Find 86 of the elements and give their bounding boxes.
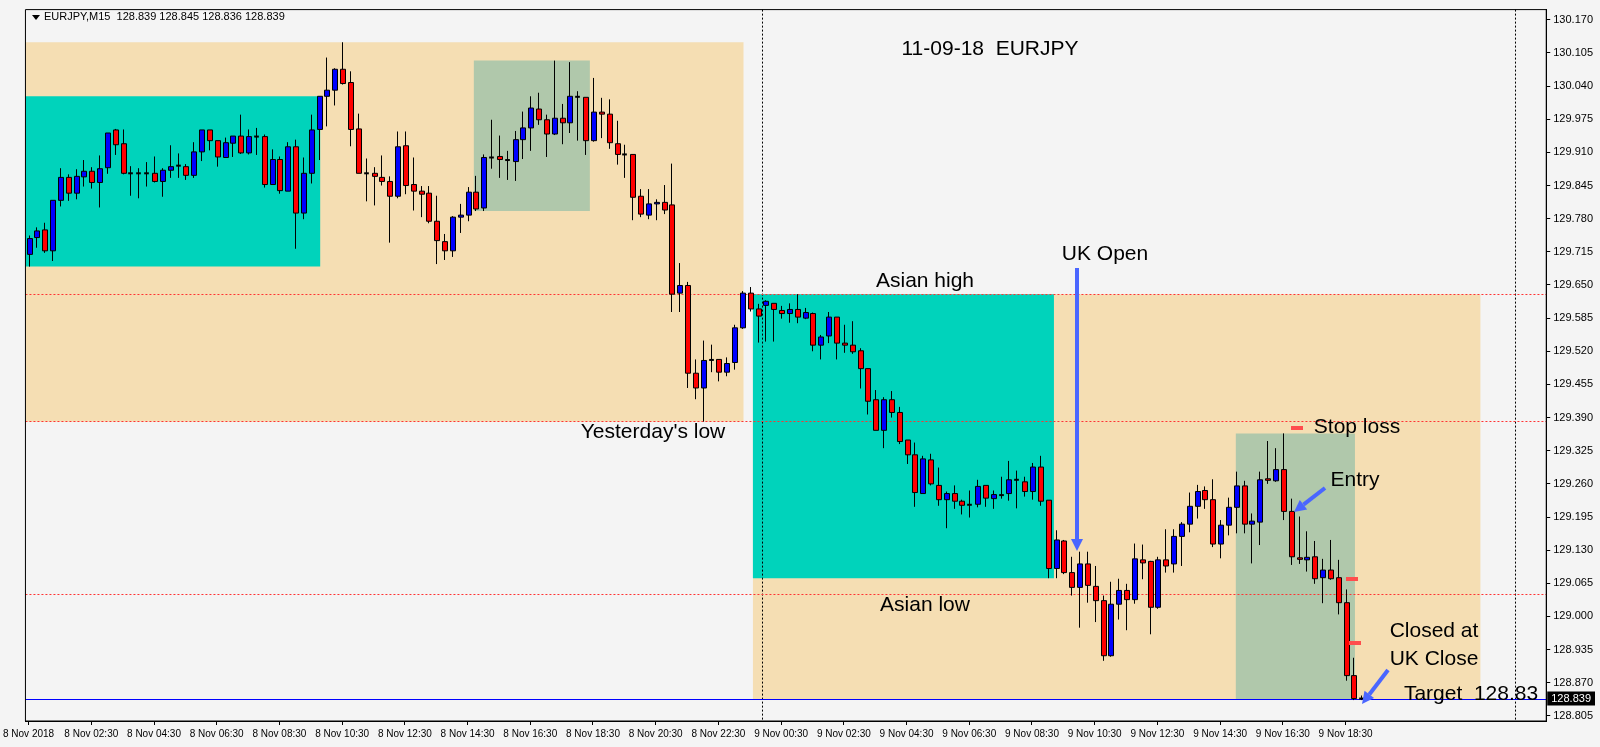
candlestick <box>356 113 362 174</box>
x-tick-label: 8 Nov 16:30 <box>503 727 558 739</box>
ref-line-label: 128.839 <box>1551 691 1591 704</box>
y-tick-label: 128.935 <box>1553 642 1593 655</box>
candlestick <box>732 324 738 371</box>
candlestick <box>1281 432 1287 521</box>
x-tick-label: 8 Nov 06:30 <box>189 727 245 739</box>
candlestick <box>544 114 550 158</box>
y-tick-label: 128.870 <box>1553 675 1593 688</box>
y-tick-label: 129.455 <box>1553 377 1593 390</box>
x-tick-label: 9 Nov 12:30 <box>1130 727 1185 739</box>
y-tick-label: 129.195 <box>1553 510 1593 523</box>
candlestick <box>1210 478 1216 548</box>
x-tick-label: 9 Nov 10:30 <box>1067 727 1123 739</box>
x-tick-label: 9 Nov 18:30 <box>1318 727 1373 739</box>
candlestick <box>1069 556 1075 597</box>
x-tick-label: 9 Nov 08:30 <box>1005 727 1060 739</box>
y-tick-label: 128.805 <box>1553 708 1593 721</box>
y-tick-label: 130.040 <box>1553 79 1593 92</box>
x-tick-label: 8 Nov 12:30 <box>377 727 433 739</box>
candlestick <box>1257 471 1263 546</box>
candlestick <box>309 114 315 184</box>
x-tick-label: 8 Nov 04:30 <box>127 727 182 739</box>
annotation: EURJPY,M15 128.839 128.845 128.836 128.839 <box>44 10 285 23</box>
y-tick-label: 129.780 <box>1553 211 1593 224</box>
y-tick-label: 129.650 <box>1553 278 1593 291</box>
annotation: UK Open <box>1061 240 1149 264</box>
x-tick-label: 9 Nov 02:30 <box>816 727 872 739</box>
y-tick-label: 129.000 <box>1553 609 1593 622</box>
x-tick-label: 8 Nov 18:30 <box>566 727 621 739</box>
candlestick <box>873 389 879 431</box>
candlestick <box>183 163 189 181</box>
y-tick-label: 129.325 <box>1553 443 1593 456</box>
y-tick-label: 129.260 <box>1553 476 1593 489</box>
y-tick-label: 129.845 <box>1553 178 1593 191</box>
x-tick-label: 8 Nov 08:30 <box>252 727 307 739</box>
x-tick-label: 9 Nov 16:30 <box>1255 727 1311 739</box>
candlestick <box>646 188 652 220</box>
candlestick <box>677 262 683 313</box>
candlestick <box>262 134 268 189</box>
candlestick <box>685 281 691 389</box>
candlestick <box>1265 440 1271 485</box>
candlestick <box>168 144 174 179</box>
candlestick <box>27 235 33 268</box>
candlestick <box>285 141 291 192</box>
x-tick-label: 9 Nov 04:30 <box>879 727 934 739</box>
candlestick <box>395 130 401 199</box>
candlestick <box>1234 471 1240 534</box>
candlestick <box>889 390 895 419</box>
x-tick-label: 8 Nov 2018 <box>3 727 55 739</box>
y-tick-label: 129.390 <box>1553 410 1593 423</box>
y-tick-label: 129.130 <box>1553 543 1593 556</box>
candlestick <box>881 396 887 449</box>
candlestick <box>97 154 103 208</box>
y-tick-label: 129.975 <box>1553 112 1593 125</box>
annotation: Asian high <box>875 267 975 291</box>
y-tick-label: 129.520 <box>1553 344 1593 357</box>
y-tick-label: 130.105 <box>1553 45 1593 58</box>
x-tick-label: 8 Nov 10:30 <box>315 727 370 739</box>
candlestick <box>1077 551 1083 629</box>
annotation: Stop loss <box>1313 413 1401 437</box>
candlestick <box>1085 551 1091 604</box>
candlestick <box>411 156 417 212</box>
y-tick-label: 129.715 <box>1553 244 1593 257</box>
y-tick-label: 129.585 <box>1553 311 1593 324</box>
x-tick-label: 9 Nov 06:30 <box>942 727 997 739</box>
x-tick-label: 8 Nov 14:30 <box>440 727 495 739</box>
annotation: Closed at UK Close <box>1389 617 1479 669</box>
candlestick <box>1022 476 1028 498</box>
y-tick-label: 129.910 <box>1553 145 1593 158</box>
text: 11-09-18 EURJPY <box>901 35 1079 59</box>
candlestick <box>724 356 730 377</box>
x-tick-label: 8 Nov 02:30 <box>64 727 119 739</box>
annotation: Target 128.83 <box>1403 680 1539 704</box>
candlestick <box>191 141 197 179</box>
annotation: Entry <box>1330 466 1381 490</box>
x-tick-label: 9 Nov 00:30 <box>754 727 809 739</box>
y-tick-label: 130.170 <box>1553 12 1593 25</box>
x-tick-label: 9 Nov 14:30 <box>1193 727 1248 739</box>
candlestick <box>348 70 354 147</box>
x-tick-label: 8 Nov 22:30 <box>691 727 746 739</box>
x-tick-label: 8 Nov 20:30 <box>628 727 684 739</box>
y-tick-label: 129.065 <box>1553 576 1593 589</box>
annotation: Yesterday's low <box>580 418 727 442</box>
annotation: Asian low <box>880 591 971 615</box>
candlestick <box>293 139 299 250</box>
